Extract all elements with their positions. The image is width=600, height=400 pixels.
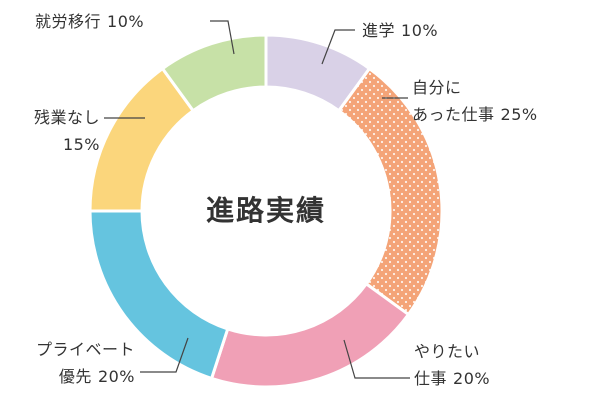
- chart-title: 進路実績: [206, 194, 326, 227]
- leader-line: [210, 20, 235, 55]
- donut-segment: [160, 33, 268, 113]
- category-label: 進学: [362, 21, 396, 40]
- category-label: 就労移行: [35, 12, 102, 31]
- donut-segment: [209, 281, 411, 389]
- data-label: 進学 10%: [362, 17, 438, 44]
- category-label: プライベート 優先: [35, 340, 135, 386]
- leader-line: [140, 337, 189, 373]
- value-label: 15%: [62, 135, 100, 154]
- value-label: 20%: [453, 369, 491, 388]
- leader-line: [321, 29, 355, 65]
- value-label: 25%: [500, 105, 538, 124]
- leader-line: [343, 339, 410, 379]
- value-label: 10%: [401, 21, 439, 40]
- data-label: プライベート 優先 20%: [36, 336, 135, 390]
- category-label: 残業なし: [33, 108, 100, 127]
- category-label: やりたい 仕事: [414, 342, 481, 388]
- segment-pattern: [338, 68, 443, 315]
- value-label: 10%: [107, 12, 145, 31]
- value-label: 20%: [97, 367, 135, 386]
- data-label: 自分に あった仕事 25%: [412, 74, 538, 128]
- data-label: 就労移行 10%: [35, 8, 144, 35]
- data-label: 残業なし 15%: [34, 104, 100, 158]
- data-label: やりたい 仕事 20%: [414, 338, 490, 392]
- category-label: 自分に あった仕事: [412, 78, 495, 124]
